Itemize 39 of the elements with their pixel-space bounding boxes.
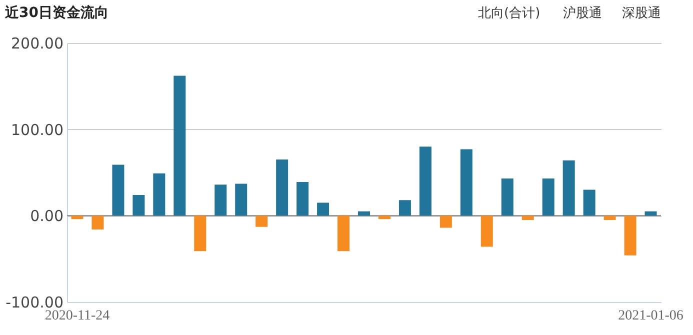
bar	[542, 178, 554, 216]
y-tick-label: 200.00	[11, 34, 64, 52]
y-tick-label: 0.00	[30, 207, 64, 226]
bar	[92, 216, 104, 230]
bar	[644, 211, 657, 216]
bar	[174, 76, 186, 216]
text: 深股通	[622, 6, 661, 21]
bar	[378, 216, 390, 220]
x-tick-label: 2021-01-06	[618, 308, 684, 324]
x-tick-label: 2020-11-24	[44, 308, 110, 324]
bar	[112, 164, 124, 216]
bar	[440, 216, 452, 228]
bar	[604, 216, 616, 220]
bar	[398, 200, 411, 216]
bar	[624, 216, 636, 256]
bar	[235, 184, 248, 216]
bar	[480, 216, 493, 247]
bar	[501, 178, 514, 216]
chart-title: 近30日资金流向	[4, 4, 108, 21]
text: 北向(合计)	[478, 6, 540, 21]
bar	[317, 202, 330, 216]
bar	[71, 216, 84, 220]
y-tick-label: 100.00	[11, 120, 64, 139]
bar	[419, 146, 432, 216]
bar	[132, 194, 145, 216]
y-tick-label: -100.00	[6, 294, 64, 312]
bar	[522, 216, 534, 220]
bar	[276, 160, 288, 216]
text: 沪股通	[563, 5, 602, 21]
bar	[358, 211, 370, 216]
bar	[562, 160, 575, 216]
bar	[194, 216, 206, 252]
bar	[256, 216, 268, 227]
bar	[338, 216, 350, 252]
bar	[460, 149, 472, 216]
bar	[153, 173, 166, 216]
bar	[214, 184, 227, 216]
bar	[583, 190, 596, 216]
bar	[296, 182, 309, 216]
